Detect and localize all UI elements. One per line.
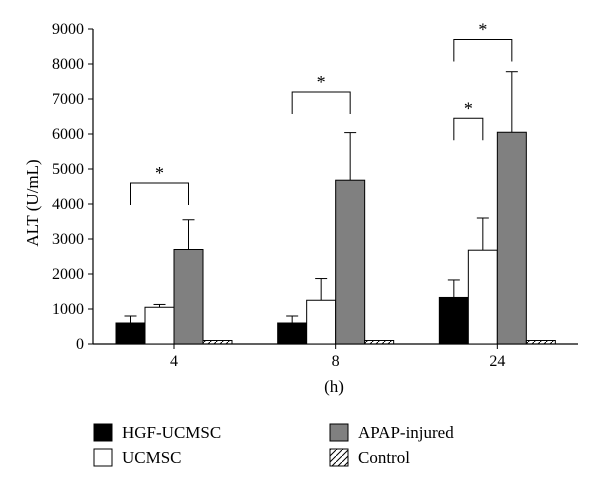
bar-control <box>525 340 556 345</box>
y-tick-label: 6000 <box>52 126 84 143</box>
significance-bracket <box>453 117 484 141</box>
legend-swatch-hgf-ucmsc <box>93 423 113 442</box>
significance-bracket <box>453 39 513 62</box>
bar-control <box>364 340 395 345</box>
y-tick-label: 3000 <box>52 231 84 248</box>
legend-label-ucmsc: UCMSC <box>122 448 182 467</box>
bar-apap-injured <box>496 131 527 345</box>
bar-hgf-ucmsc <box>438 296 469 345</box>
significance-star: * <box>317 72 326 92</box>
y-tick-label: 9000 <box>52 21 84 38</box>
bar-apap-injured <box>335 179 366 345</box>
significance-bracket <box>291 91 351 114</box>
bar-hgf-ucmsc <box>277 322 308 345</box>
legend-label-apap-injured: APAP-injured <box>358 423 454 442</box>
significance-star: * <box>464 98 473 118</box>
bar-ucmsc <box>144 306 175 345</box>
x-tick-label: 8 <box>332 353 340 370</box>
legend-swatch-control <box>329 448 349 467</box>
y-tick-label: 5000 <box>52 161 84 178</box>
y-axis-title-group: ALT (U/mL) <box>23 159 42 246</box>
legend-label-hgf-ucmsc: HGF-UCMSC <box>122 423 221 442</box>
y-tick-label: 0 <box>76 336 84 353</box>
significance-star: * <box>155 163 164 183</box>
y-tick-label: 8000 <box>52 56 84 73</box>
y-tick-label: 2000 <box>52 266 84 283</box>
y-tick-label: 4000 <box>52 196 84 213</box>
x-tick-label: 4 <box>170 353 178 370</box>
significance-star: * <box>478 20 487 40</box>
legend-swatch-apap-injured <box>329 423 349 442</box>
significance-bracket <box>130 182 189 205</box>
bar-ucmsc <box>467 249 498 345</box>
bar-ucmsc <box>306 299 337 345</box>
x-tick-label: 24 <box>489 353 505 370</box>
bar-apap-injured <box>173 249 204 345</box>
bar-control <box>202 340 233 345</box>
y-axis-title: ALT (U/mL) <box>23 159 42 246</box>
legend-label-control: Control <box>358 448 410 467</box>
y-tick-label: 1000 <box>52 301 84 318</box>
bar-hgf-ucmsc <box>115 322 146 345</box>
y-tick-label: 7000 <box>52 91 84 108</box>
plot-area: 0 1000 2000 3000 4000 5000 6000 7000 8000 9000 4 8 2… <box>52 20 578 370</box>
legend: HGF-UCMSC UCMSC APAP-injured Control <box>93 423 454 467</box>
x-axis-title: (h) <box>324 377 344 396</box>
legend-swatch-ucmsc <box>93 448 113 467</box>
